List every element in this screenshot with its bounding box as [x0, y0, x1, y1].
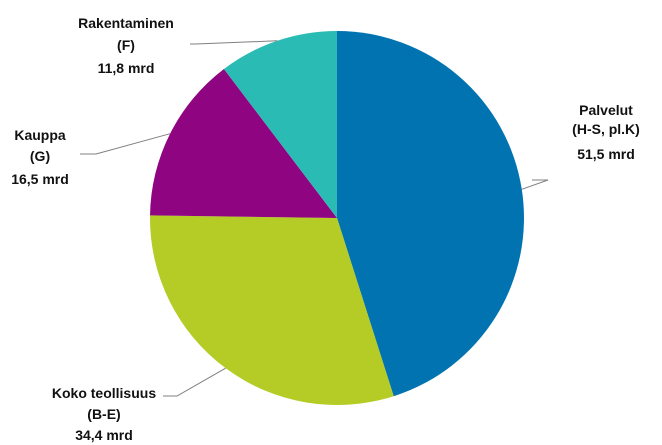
label-rakentaminen-value: 11,8 mrd — [98, 60, 155, 76]
label-rakentaminen-code: (F) — [117, 37, 135, 53]
label-kauppa-code: (G) — [30, 148, 50, 164]
leader-line-koko-teollisuus — [163, 367, 226, 397]
label-kauppa: Kauppa (G) 16,5 mrd — [11, 127, 69, 187]
label-rakentaminen-name: Rakentaminen — [78, 15, 174, 31]
label-koko-teollisuus-name: Koko teollisuus — [52, 385, 156, 401]
label-rakentaminen: Rakentaminen (F) 11,8 mrd — [78, 15, 174, 76]
pie-slice-kauppa — [150, 69, 337, 218]
label-palvelut-name: Palvelut — [579, 102, 633, 118]
pie-slices — [150, 30, 524, 405]
label-koko-teollisuus-value: 34,4 mrd — [75, 427, 133, 443]
label-koko-teollisuus: Koko teollisuus (B-E) 34,4 mrd — [52, 385, 156, 443]
label-palvelut-code: (H-S, pl.K) — [572, 121, 640, 137]
label-palvelut-value: 51,5 mrd — [577, 146, 635, 162]
leader-line-rakentaminen — [190, 40, 278, 45]
leader-line-kauppa — [80, 133, 171, 155]
leader-line-palvelut — [521, 179, 549, 190]
leader-lines — [80, 40, 549, 397]
label-koko-teollisuus-code: (B-E) — [87, 406, 120, 422]
pie-slice-rakentaminen — [223, 30, 337, 218]
label-kauppa-value: 16,5 mrd — [11, 171, 69, 187]
pie-slice-palvelut — [337, 31, 524, 397]
label-kauppa-name: Kauppa — [14, 127, 66, 143]
pie-slice-koko-teollisuus — [150, 215, 394, 405]
label-palvelut: Palvelut (H-S, pl.K) 51,5 mrd — [572, 102, 640, 162]
